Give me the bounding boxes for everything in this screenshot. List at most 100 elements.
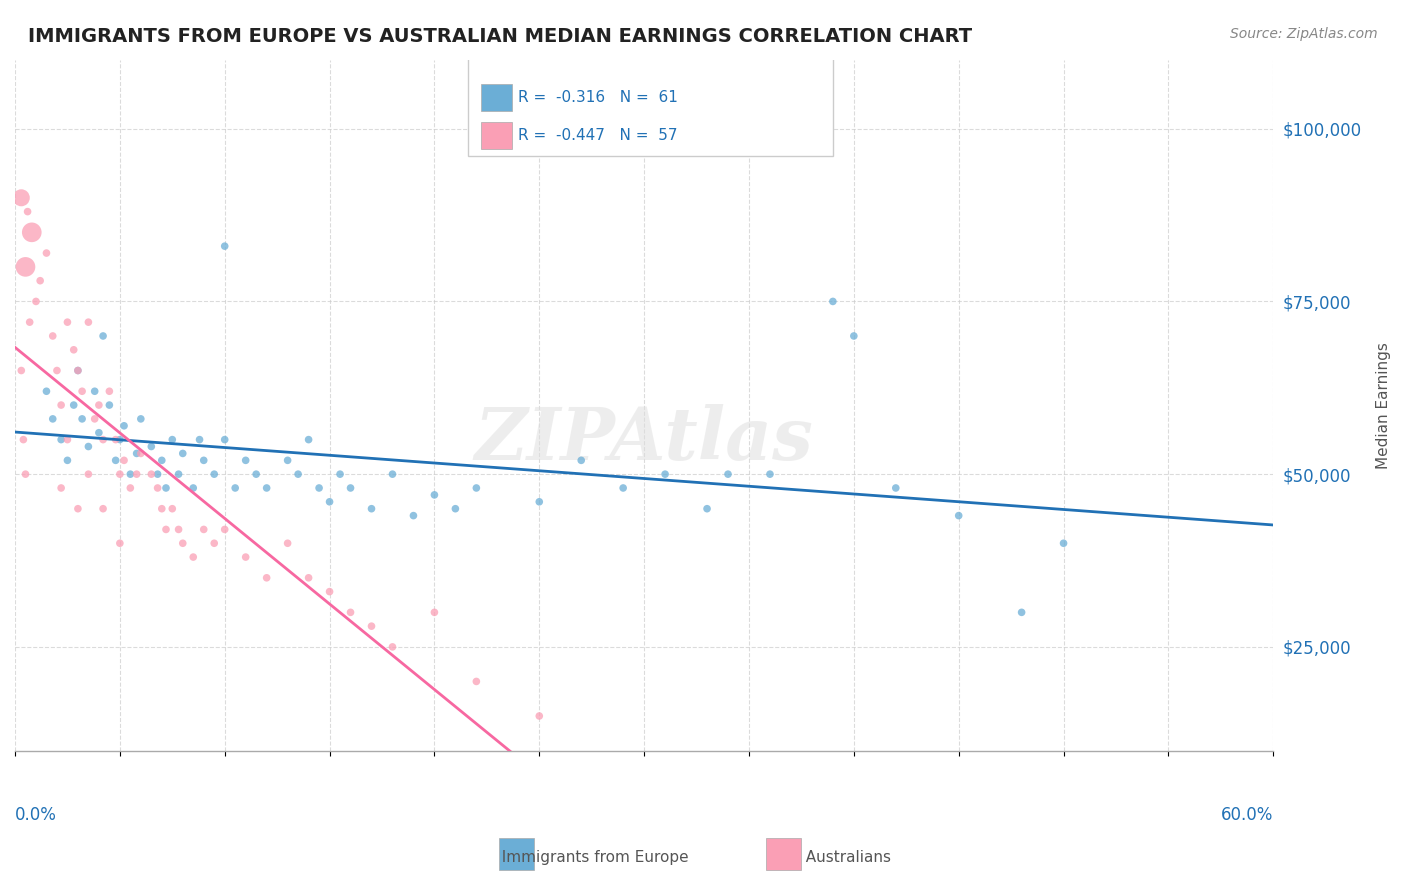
- Point: [287, 467, 309, 482]
- Point: [112, 453, 135, 467]
- Point: [162, 501, 184, 516]
- Point: [108, 433, 131, 447]
- Y-axis label: Median Earnings: Median Earnings: [1376, 342, 1391, 468]
- Text: IMMIGRANTS FROM EUROPE VS AUSTRALIAN MEDIAN EARNINGS CORRELATION CHART: IMMIGRANTS FROM EUROPE VS AUSTRALIAN MED…: [28, 27, 972, 45]
- Point: [98, 398, 121, 412]
- Point: [529, 709, 551, 723]
- Point: [172, 536, 194, 550]
- Bar: [766, 838, 801, 870]
- Point: [77, 467, 100, 482]
- Point: [842, 329, 865, 343]
- Point: [108, 536, 131, 550]
- Point: [948, 508, 970, 523]
- Point: [277, 536, 299, 550]
- Point: [77, 440, 100, 454]
- Point: [91, 329, 114, 343]
- Point: [423, 605, 446, 619]
- Point: [821, 294, 844, 309]
- Point: [66, 501, 89, 516]
- Point: [141, 467, 163, 482]
- Point: [339, 481, 361, 495]
- Point: [17, 204, 39, 219]
- Point: [10, 191, 32, 205]
- Point: [56, 315, 79, 329]
- Point: [42, 412, 65, 426]
- Bar: [481, 84, 512, 112]
- Point: [245, 467, 267, 482]
- Point: [10, 363, 32, 377]
- Text: R =  -0.316   N =  61: R = -0.316 N = 61: [519, 90, 678, 105]
- Point: [181, 481, 204, 495]
- Point: [91, 433, 114, 447]
- Point: [277, 453, 299, 467]
- Text: Immigrants from Europe: Immigrants from Europe: [492, 850, 689, 865]
- Point: [35, 384, 58, 399]
- Point: [62, 343, 84, 357]
- Point: [83, 384, 105, 399]
- Point: [1052, 536, 1074, 550]
- Point: [129, 446, 152, 460]
- Point: [167, 523, 190, 537]
- Bar: [499, 838, 534, 870]
- Point: [14, 260, 37, 274]
- Point: [696, 501, 718, 516]
- Bar: [481, 122, 512, 150]
- Point: [18, 315, 41, 329]
- Point: [202, 536, 225, 550]
- Point: [70, 412, 93, 426]
- Point: [162, 433, 184, 447]
- Point: [256, 481, 278, 495]
- Point: [125, 467, 148, 482]
- Point: [146, 481, 169, 495]
- Point: [66, 363, 89, 377]
- Point: [612, 481, 634, 495]
- Point: [155, 523, 177, 537]
- Text: 60.0%: 60.0%: [1220, 805, 1274, 824]
- Point: [1011, 605, 1033, 619]
- Point: [112, 418, 135, 433]
- Point: [256, 571, 278, 585]
- Point: [884, 481, 907, 495]
- Text: 0.0%: 0.0%: [15, 805, 56, 824]
- Point: [21, 225, 44, 239]
- FancyBboxPatch shape: [468, 36, 832, 156]
- Point: [318, 495, 340, 509]
- Point: [13, 433, 35, 447]
- Point: [297, 433, 319, 447]
- Point: [66, 363, 89, 377]
- Point: [42, 329, 65, 343]
- Point: [62, 398, 84, 412]
- Point: [339, 605, 361, 619]
- Point: [14, 467, 37, 482]
- Point: [214, 239, 236, 253]
- Point: [35, 246, 58, 260]
- Point: [49, 481, 72, 495]
- Point: [120, 481, 142, 495]
- Point: [193, 453, 215, 467]
- Point: [49, 398, 72, 412]
- Point: [104, 453, 127, 467]
- Point: [167, 467, 190, 482]
- Point: [423, 488, 446, 502]
- Point: [214, 433, 236, 447]
- Point: [120, 467, 142, 482]
- Point: [108, 467, 131, 482]
- Point: [318, 584, 340, 599]
- Point: [49, 433, 72, 447]
- Point: [717, 467, 740, 482]
- Point: [188, 433, 211, 447]
- Point: [141, 440, 163, 454]
- Point: [181, 550, 204, 565]
- Point: [146, 467, 169, 482]
- Point: [329, 467, 352, 482]
- Point: [150, 453, 173, 467]
- Text: R =  -0.447   N =  57: R = -0.447 N = 57: [519, 128, 678, 143]
- Point: [30, 274, 52, 288]
- Point: [56, 453, 79, 467]
- Point: [402, 508, 425, 523]
- Point: [155, 481, 177, 495]
- Point: [759, 467, 782, 482]
- Point: [235, 453, 257, 467]
- Point: [91, 501, 114, 516]
- Point: [45, 363, 67, 377]
